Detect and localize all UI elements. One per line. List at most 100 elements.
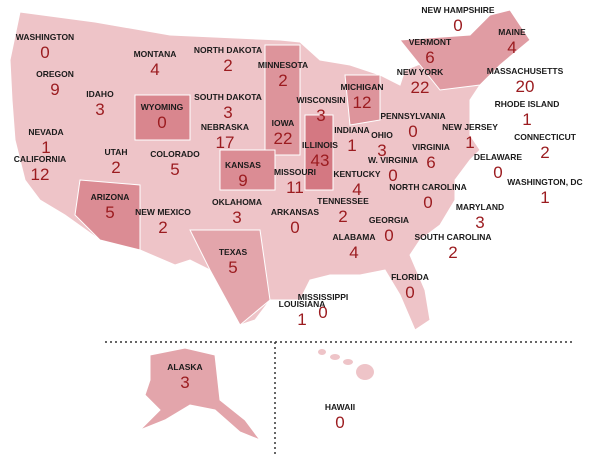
state-value: 5 (105, 203, 114, 222)
state-value: 3 (377, 141, 386, 160)
state-name: SOUTH CAROLINA (415, 232, 492, 242)
minnesota-iowa-shape (264, 44, 301, 156)
state-value: 5 (228, 258, 237, 277)
state-name: ILLINOIS (302, 140, 338, 150)
state-name: CALIFORNIA (14, 154, 66, 164)
state-value: 0 (384, 226, 393, 245)
state-name: MICHIGAN (341, 82, 384, 92)
state-value: 0 (388, 166, 397, 185)
state-value: 2 (278, 71, 287, 90)
state-value: 3 (475, 213, 484, 232)
state-value: 22 (274, 129, 293, 148)
state-name: MISSOURI (274, 167, 316, 177)
state-value: 1 (540, 188, 549, 207)
state-name: ALABAMA (333, 232, 376, 242)
state-name: WASHINGTON (16, 32, 74, 42)
state-name: ALASKA (167, 362, 202, 372)
state-name: VIRGINIA (412, 142, 450, 152)
state-name: DELAWARE (474, 152, 523, 162)
state-name: HAWAII (325, 402, 355, 412)
state-name: WISCONSIN (296, 95, 345, 105)
state-name: NEVADA (28, 127, 63, 137)
state-value: 4 (150, 60, 159, 79)
state-name: LOUISIANA (279, 299, 326, 309)
state-value: 2 (448, 243, 457, 262)
state-value: 2 (111, 158, 120, 177)
state-name: RHODE ISLAND (495, 99, 560, 109)
state-value: 0 (318, 303, 327, 322)
state-value: 0 (423, 193, 432, 212)
state-value: 2 (338, 207, 347, 226)
state-name: NEW MEXICO (135, 207, 191, 217)
state-name: COLORADO (150, 149, 200, 159)
kansas-shape (219, 149, 276, 191)
state-value: 3 (95, 100, 104, 119)
state-value: 0 (493, 163, 502, 182)
state-name: NEW HAMPSHIRE (421, 5, 495, 15)
state-name: GEORGIA (369, 215, 409, 225)
state-value: 9 (50, 80, 59, 99)
state-value: 22 (411, 78, 430, 97)
state-name: NEW YORK (397, 67, 444, 77)
state-value: 6 (426, 153, 435, 172)
state-value: 6 (425, 48, 434, 67)
state-value: 0 (157, 113, 166, 132)
state-value: 12 (353, 93, 372, 112)
state-name: MONTANA (134, 49, 177, 59)
state-value: 1 (297, 310, 306, 329)
wyoming-shape (134, 94, 191, 141)
state-name: TEXAS (219, 247, 248, 257)
state-value: 3 (316, 106, 325, 125)
state-value: 5 (170, 160, 179, 179)
state-value: 4 (352, 180, 361, 199)
state-name: PENNSYLVANIA (380, 111, 445, 121)
state-value: 0 (408, 122, 417, 141)
state-name: NORTH CAROLINA (389, 182, 466, 192)
arizona-shape (74, 179, 141, 251)
state-name: INDIANA (334, 125, 369, 135)
state-name: MASSACHUSETTS (487, 66, 564, 76)
state-value: 0 (40, 43, 49, 62)
state-name: NEBRASKA (201, 122, 249, 132)
alaska-shape (139, 347, 262, 442)
state-name: IDAHO (86, 89, 114, 99)
state-name: MARYLAND (456, 202, 504, 212)
state-value: 2 (223, 56, 232, 75)
state-name: KANSAS (225, 160, 261, 170)
state-value: 3 (223, 103, 232, 122)
state-value: 11 (286, 178, 304, 197)
state-name: W. VIRGINIA (368, 155, 418, 165)
state-name: WASHINGTON, DC (507, 177, 582, 187)
state-value: 1 (522, 110, 531, 129)
state-name: OKLAHOMA (212, 197, 262, 207)
state-value: 3 (232, 208, 241, 227)
state-name: ARIZONA (91, 192, 130, 202)
state-name: NORTH DAKOTA (194, 45, 262, 55)
state-value: 1 (465, 133, 474, 152)
state-name: SOUTH DAKOTA (194, 92, 262, 102)
state-name: OREGON (36, 69, 74, 79)
state-name: MINNESOTA (258, 60, 308, 70)
state-name: WYOMING (141, 102, 184, 112)
state-name: ARKANSAS (271, 207, 320, 217)
state-value: 20 (516, 77, 535, 96)
state-name: KENTUCKY (333, 169, 381, 179)
hawaii-shape (318, 349, 374, 380)
state-value: 0 (335, 413, 344, 432)
state-name: VERMONT (409, 37, 452, 47)
state-value: 1 (41, 138, 50, 157)
state-name: MAINE (498, 27, 526, 37)
state-name: FLORIDA (391, 272, 429, 282)
state-name: IOWA (272, 118, 295, 128)
michigan-shape (344, 74, 381, 126)
illinois-shape (304, 114, 334, 191)
state-value: 17 (216, 133, 235, 152)
state-value: 3 (180, 373, 189, 392)
state-value: 0 (453, 16, 462, 35)
state-value: 4 (349, 243, 358, 262)
state-name: TENNESSEE (317, 196, 369, 206)
northeast-shape (399, 9, 531, 91)
